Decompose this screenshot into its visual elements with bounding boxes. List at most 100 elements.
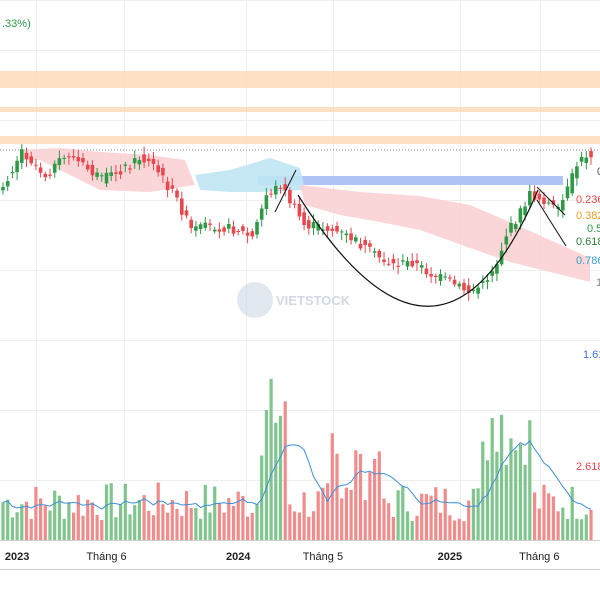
- candle-body: [236, 231, 240, 233]
- fib-label-0-618: 0.618: [576, 236, 600, 248]
- volume-bar: [297, 512, 301, 540]
- candle-body: [245, 232, 250, 236]
- candle-body: [34, 164, 38, 166]
- candle-body: [184, 210, 189, 216]
- volume-bar: [227, 497, 231, 540]
- candle-body: [466, 285, 471, 293]
- fib-label-1: 1: [596, 277, 600, 289]
- trend-lines: [274, 169, 567, 307]
- candle-body: [20, 149, 24, 163]
- volume-bar: [495, 451, 499, 540]
- candle-body: [194, 226, 198, 231]
- x-tick-label: 2023: [5, 551, 29, 563]
- candle-body: [95, 172, 99, 177]
- volume-bar: [504, 465, 508, 540]
- candle-body: [231, 226, 236, 234]
- candle-body: [575, 166, 579, 179]
- candle-body: [302, 212, 306, 225]
- volume-bar: [166, 512, 170, 540]
- resistance-band: [0, 71, 600, 88]
- candle-body: [471, 289, 476, 292]
- volume-bar: [109, 483, 113, 540]
- cloud-blue: [195, 158, 305, 192]
- candle-body: [114, 172, 118, 174]
- candle-body: [368, 243, 372, 247]
- volume-bar: [10, 517, 14, 540]
- volume-bar: [330, 433, 334, 540]
- candle-body: [504, 236, 509, 245]
- candle-body: [354, 237, 358, 242]
- volume-bar: [528, 420, 532, 540]
- candle-body: [386, 263, 391, 265]
- candle-body: [24, 152, 29, 160]
- volume-bar: [53, 490, 57, 540]
- support-band: [258, 176, 563, 185]
- candle-body: [481, 281, 485, 283]
- volume-bar: [589, 509, 593, 540]
- x-tick-label: Tháng 6: [519, 551, 559, 563]
- candle-body: [537, 193, 542, 200]
- candle-body: [250, 231, 255, 237]
- candle-body: [90, 164, 95, 176]
- candle-body: [330, 228, 335, 231]
- candle-body: [542, 197, 546, 204]
- candle-body: [396, 265, 400, 267]
- volume-bar: [485, 460, 490, 540]
- candle-body: [377, 250, 382, 258]
- candle-body: [429, 274, 433, 277]
- volume-bar: [453, 520, 457, 540]
- x-tick-label: Tháng 5: [303, 551, 343, 563]
- candle-body: [241, 226, 245, 231]
- volume-bar: [274, 422, 278, 540]
- candle-body: [382, 259, 386, 262]
- volume-bar: [570, 486, 574, 540]
- volume-bar: [147, 510, 151, 540]
- candle-body: [438, 274, 443, 281]
- candle-body: [523, 206, 527, 216]
- volume-bar: [321, 487, 325, 540]
- candle-body: [278, 187, 283, 189]
- chart-grid: [0, 0, 600, 540]
- x-tick-label: Tháng 6: [86, 551, 126, 563]
- volume-bar: [95, 515, 99, 540]
- candle-body: [401, 260, 405, 262]
- volume-bar: [184, 491, 189, 540]
- volume-bar: [199, 518, 203, 540]
- volume-bar: [368, 472, 372, 540]
- horizontal-bands: [0, 71, 600, 185]
- candle-body: [419, 265, 424, 268]
- watermark-brand: VIETSTOCK: [276, 293, 351, 308]
- candle-body: [15, 160, 19, 173]
- cloud-red: [300, 185, 590, 282]
- candle-body: [1, 187, 5, 191]
- trend-line: [536, 199, 567, 247]
- candle-body: [43, 173, 48, 178]
- candle-body: [363, 240, 367, 245]
- volume-bar: [90, 502, 94, 540]
- candle-body: [76, 157, 81, 162]
- candle-body: [339, 231, 344, 233]
- volume-bar: [250, 513, 254, 540]
- candle-body: [156, 165, 160, 173]
- candle-body: [589, 151, 593, 158]
- volume-bar: [1, 502, 5, 540]
- candle-body: [132, 158, 137, 164]
- volume-bar: [556, 511, 560, 540]
- candle-body: [405, 261, 410, 267]
- candle-body: [269, 193, 273, 195]
- price-change-text: .33%): [2, 18, 31, 30]
- candle-body: [151, 158, 156, 164]
- volume-bar: [213, 486, 217, 540]
- volume-bar: [471, 488, 475, 540]
- trend-line: [274, 169, 297, 213]
- volume-bar: [203, 485, 207, 540]
- cup-curve: [297, 189, 539, 307]
- volume-bar: [401, 486, 405, 540]
- volume-moving-average: [2, 439, 592, 510]
- volume-bar: [490, 418, 494, 540]
- volume-bar: [537, 508, 541, 540]
- candle-body: [462, 282, 466, 291]
- candle-body: [551, 200, 556, 205]
- volume-bar: [420, 493, 424, 540]
